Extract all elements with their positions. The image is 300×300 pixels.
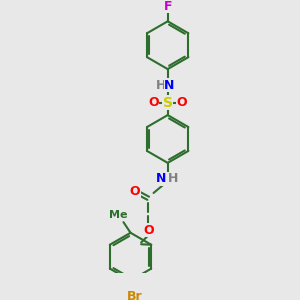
Text: O: O bbox=[143, 224, 154, 237]
Text: H: H bbox=[168, 172, 178, 185]
Text: S: S bbox=[163, 96, 173, 110]
Text: O: O bbox=[130, 185, 140, 198]
Text: F: F bbox=[164, 0, 172, 13]
Text: O: O bbox=[148, 96, 159, 109]
Text: N: N bbox=[164, 79, 175, 92]
Text: Br: Br bbox=[127, 290, 143, 300]
Text: H: H bbox=[155, 79, 166, 92]
Text: Me: Me bbox=[109, 210, 128, 220]
Text: O: O bbox=[176, 96, 187, 109]
Text: N: N bbox=[155, 172, 166, 185]
